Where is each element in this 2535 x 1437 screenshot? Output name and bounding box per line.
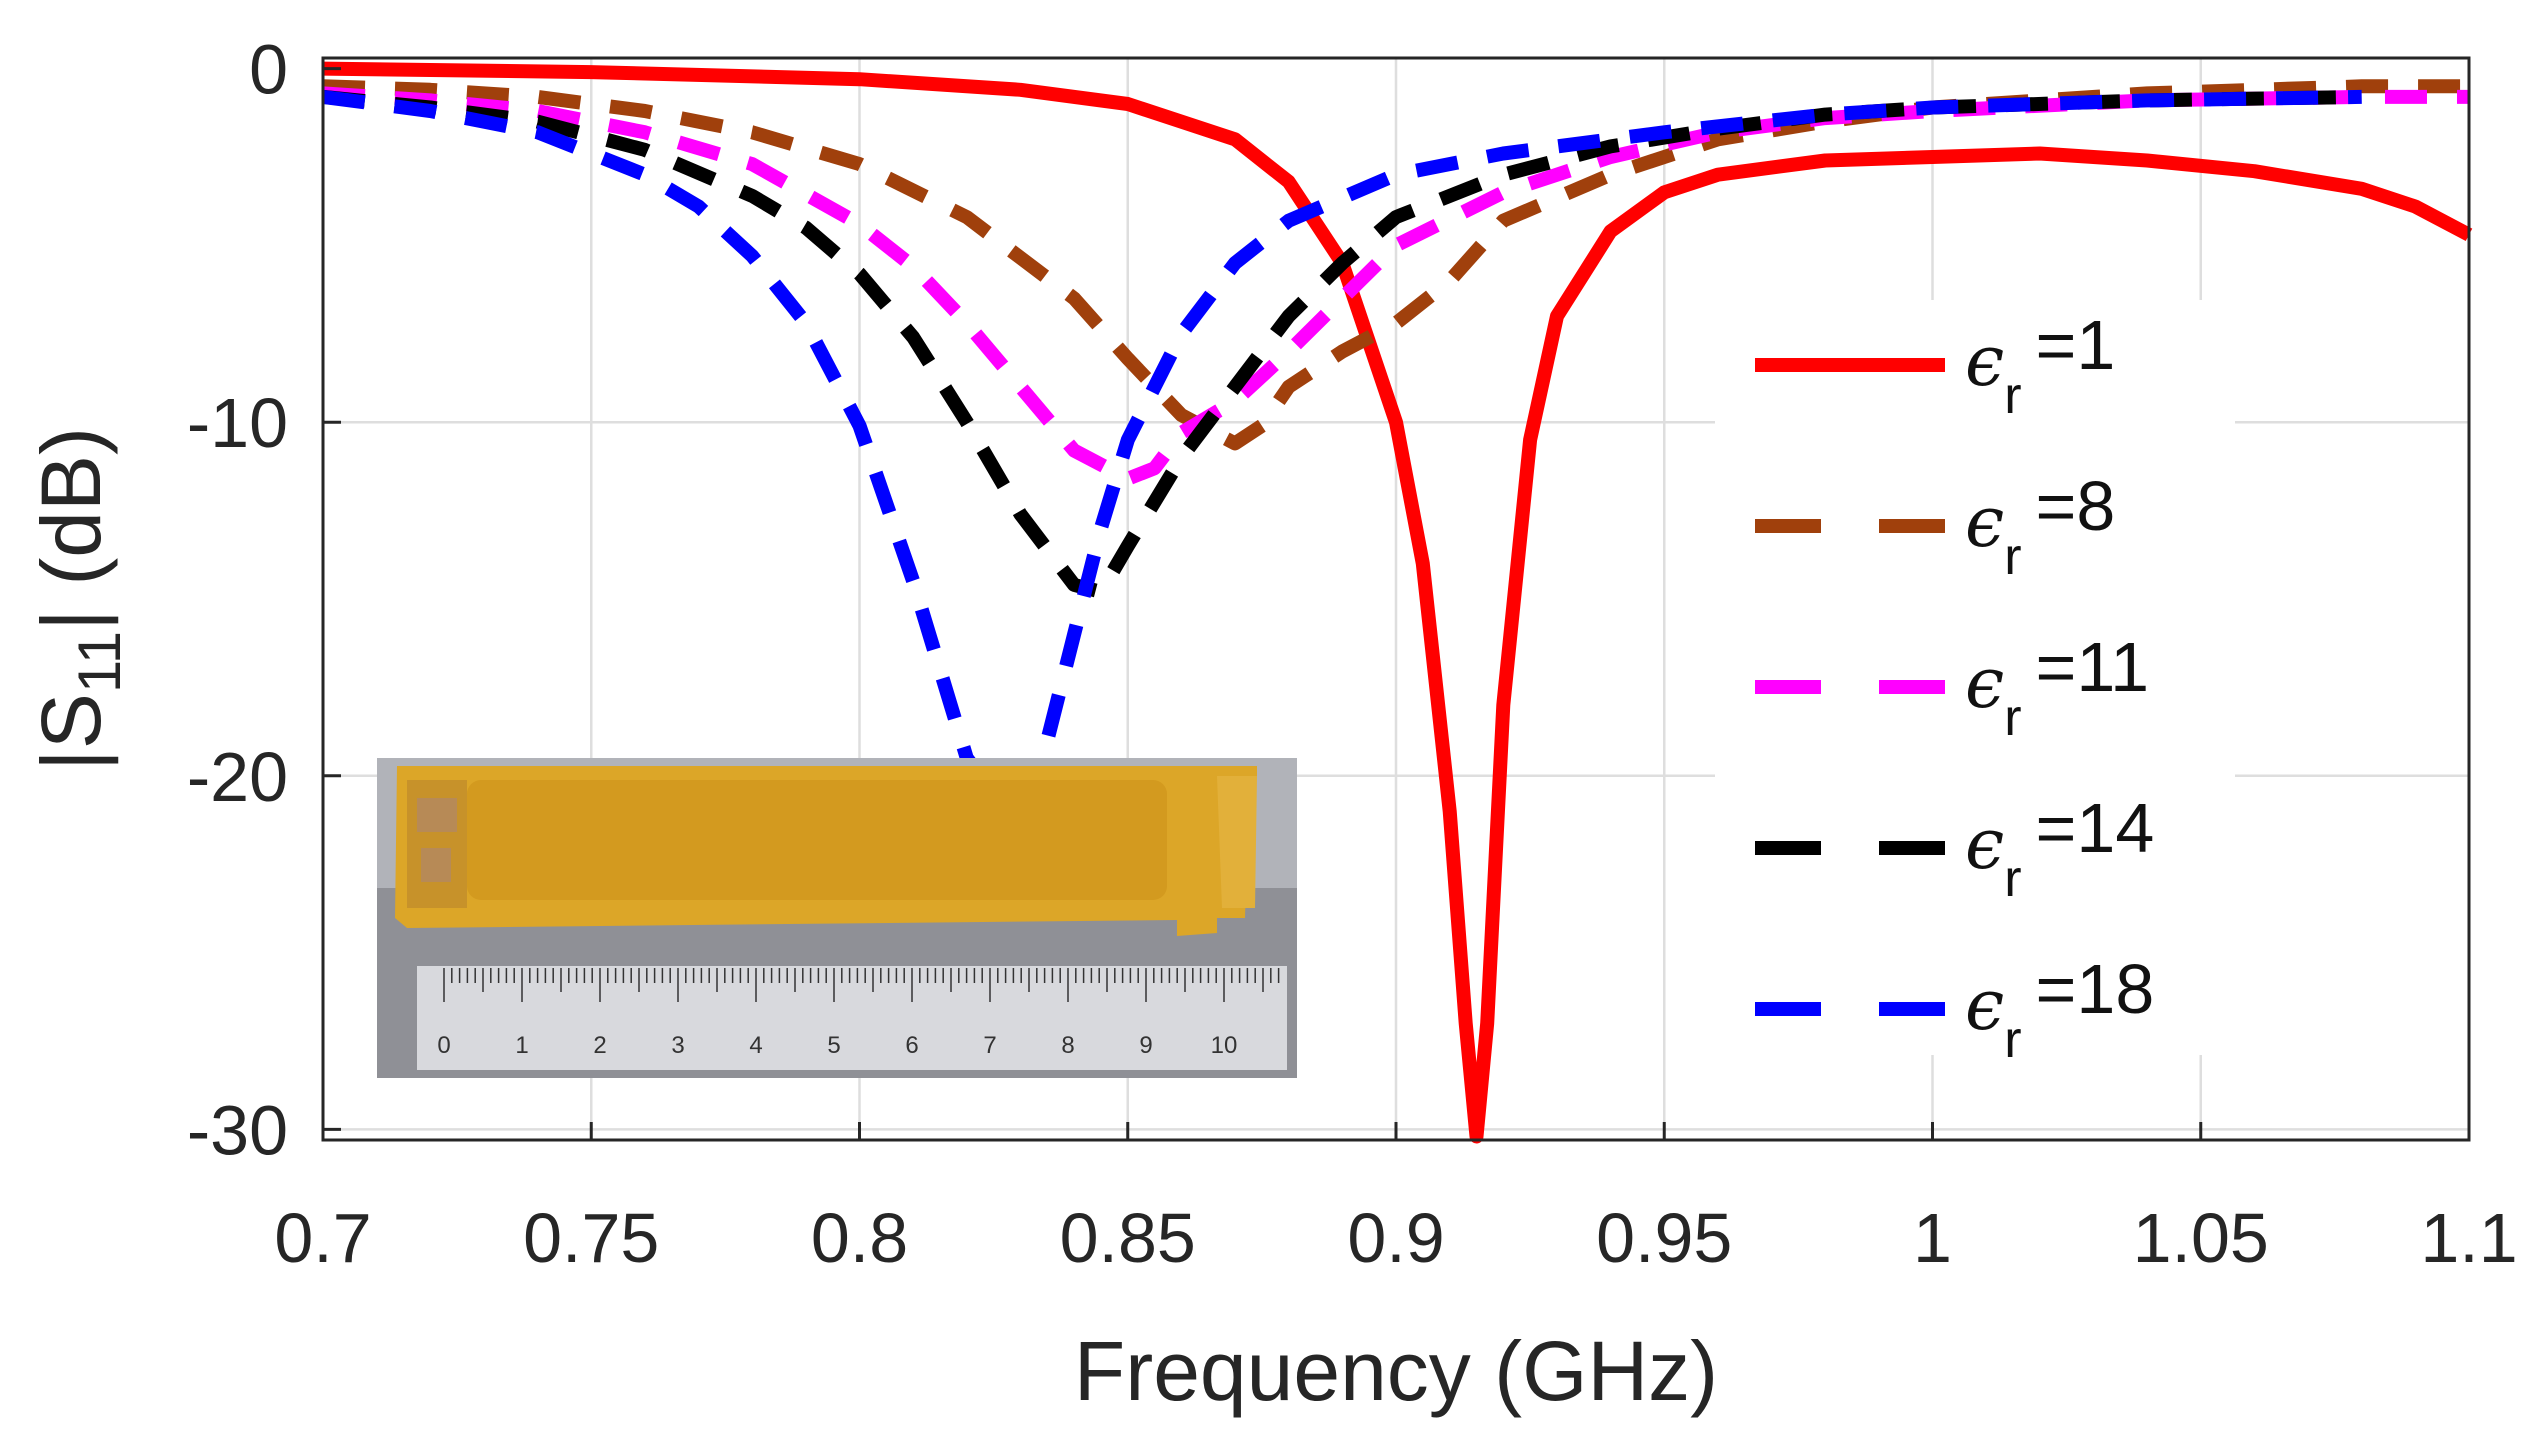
legend-epsilon: ϵ bbox=[1965, 481, 2004, 563]
legend-value: =1 bbox=[2036, 306, 2116, 384]
legend-value: =14 bbox=[2036, 789, 2155, 867]
y-axis-label: |S11| (dB) bbox=[24, 427, 133, 771]
x-tick-label: 1.1 bbox=[2420, 1199, 2517, 1277]
x-tick-label: 1 bbox=[1913, 1199, 1952, 1277]
ruler-number: 5 bbox=[827, 1032, 840, 1059]
legend-label: ϵr =11 bbox=[1965, 628, 2149, 747]
antenna-prototype-photo: 0 1 2 3 4 5 6 7 8 9 10 bbox=[377, 758, 1297, 1078]
ruler-number: 10 bbox=[1211, 1032, 1238, 1059]
legend-subscript: r bbox=[2004, 367, 2021, 425]
x-tick-label: 0.8 bbox=[811, 1199, 908, 1277]
ruler-number: 3 bbox=[671, 1032, 684, 1059]
ruler-number: 0 bbox=[437, 1032, 450, 1059]
ruler-number: 7 bbox=[983, 1032, 996, 1059]
x-tick-label: 0.7 bbox=[274, 1199, 371, 1277]
x-tick-label: 1.05 bbox=[2133, 1199, 2269, 1277]
series-lines bbox=[322, 61, 2473, 1144]
legend-epsilon: ϵ bbox=[1965, 320, 2004, 402]
legend-subscript: r bbox=[2004, 689, 2021, 747]
series-line-eps-r-14 bbox=[322, 89, 2362, 599]
series-line-eps-r-1 bbox=[322, 61, 2473, 1144]
legend-epsilon: ϵ bbox=[1965, 642, 2004, 724]
ruler bbox=[417, 966, 1287, 1070]
y-label-suffix: | (dB) bbox=[24, 427, 118, 631]
ruler-number: 4 bbox=[749, 1032, 762, 1059]
legend-value: =8 bbox=[2036, 467, 2116, 545]
ruler-ticks: 0 1 2 3 4 5 6 7 8 9 10 bbox=[437, 968, 1280, 1059]
y-tick-label: -10 bbox=[187, 384, 288, 462]
x-tick-label: 0.95 bbox=[1596, 1199, 1732, 1277]
antenna-cover bbox=[467, 780, 1167, 900]
legend-subscript: r bbox=[2004, 528, 2021, 586]
antenna-clip bbox=[1217, 776, 1257, 908]
copper-pad bbox=[417, 798, 457, 832]
legend-label: ϵr =8 bbox=[1965, 467, 2115, 586]
y-tick-label: -30 bbox=[187, 1091, 288, 1169]
legend-label: ϵr =14 bbox=[1965, 789, 2154, 908]
legend-epsilon: ϵ bbox=[1965, 964, 2004, 1046]
legend-label: ϵr =18 bbox=[1965, 950, 2154, 1069]
legend-subscript: r bbox=[2004, 1011, 2021, 1069]
y-label-prefix: |S bbox=[24, 693, 118, 771]
y-tick-label: -20 bbox=[187, 738, 288, 816]
ruler-number: 2 bbox=[593, 1032, 606, 1059]
legend-subscript: r bbox=[2004, 850, 2021, 908]
x-tick-label: 0.9 bbox=[1347, 1199, 1444, 1277]
y-label-subscript: 11 bbox=[66, 631, 133, 693]
x-tick-label: 0.85 bbox=[1060, 1199, 1196, 1277]
ruler-number: 1 bbox=[515, 1032, 528, 1059]
ruler-number: 9 bbox=[1139, 1032, 1152, 1059]
copper-trace bbox=[421, 848, 451, 882]
x-axis-label: Frequency (GHz) bbox=[1074, 1324, 1718, 1418]
tick-labels: 0.7 0.75 0.8 0.85 0.9 0.95 1 1.05 1.1 0 -10 -20 -30 bbox=[187, 31, 2518, 1277]
legend-epsilon: ϵ bbox=[1965, 803, 2004, 885]
legend-value: =11 bbox=[2036, 628, 2150, 706]
y-tick-label: 0 bbox=[249, 31, 288, 109]
legend-label: ϵr =1 bbox=[1965, 306, 2115, 425]
legend-box bbox=[1715, 300, 2235, 1055]
x-tick-label: 0.75 bbox=[523, 1199, 659, 1277]
legend-value: =18 bbox=[2036, 950, 2155, 1028]
ruler-number: 8 bbox=[1061, 1032, 1074, 1059]
ruler-number: 6 bbox=[905, 1032, 918, 1059]
